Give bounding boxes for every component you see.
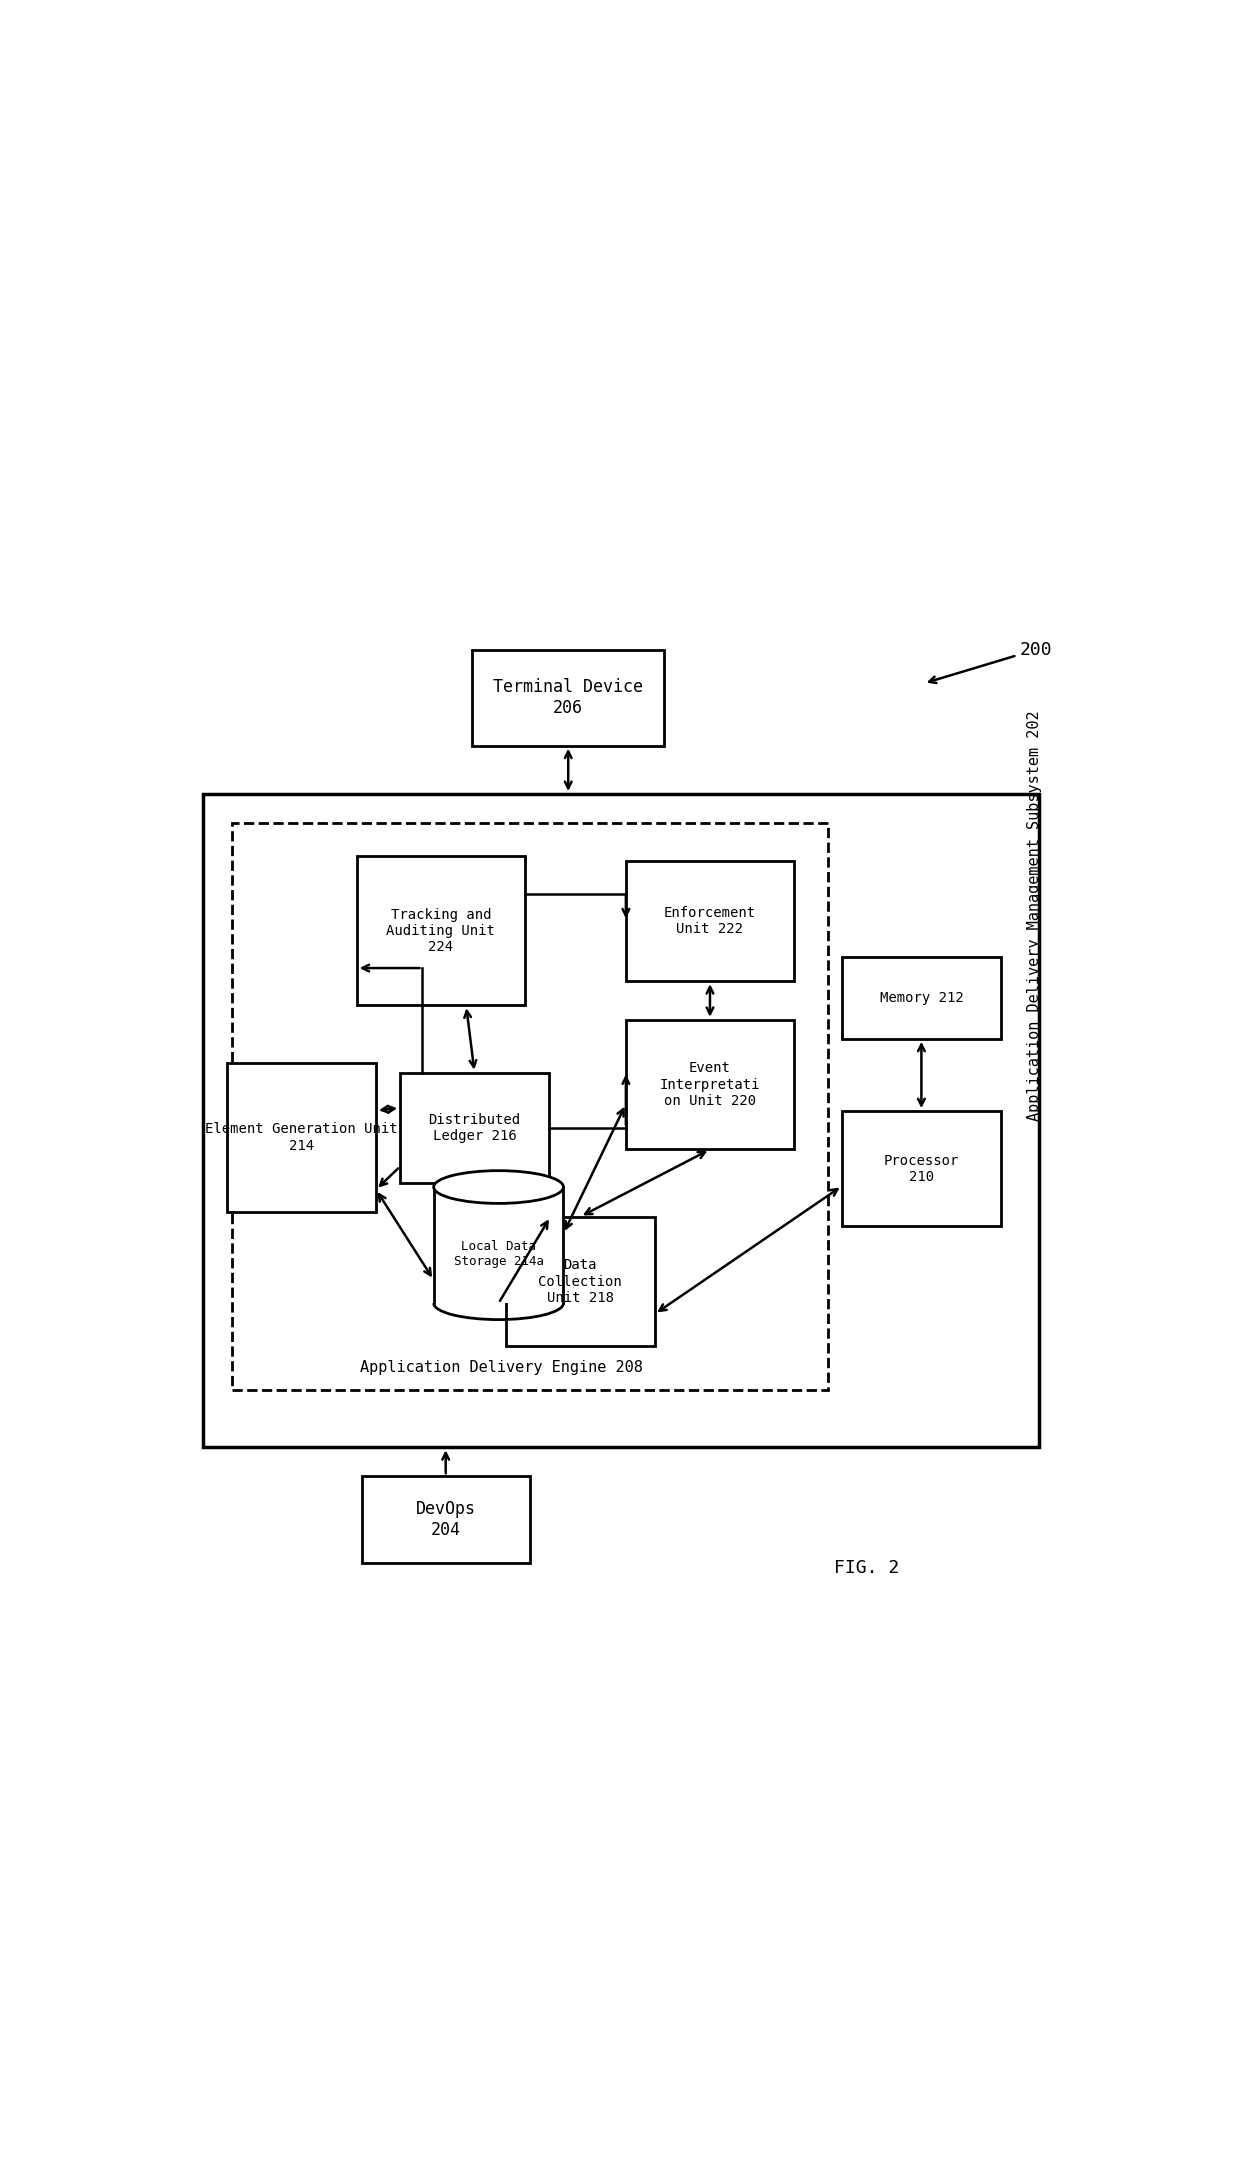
Bar bbox=[362, 1477, 529, 1562]
Bar bbox=[626, 1021, 794, 1149]
Bar bbox=[227, 1062, 376, 1213]
Text: Local Data
Storage 214a: Local Data Storage 214a bbox=[454, 1241, 543, 1269]
Text: Application Delivery Engine 208: Application Delivery Engine 208 bbox=[360, 1361, 642, 1376]
Bar bbox=[842, 1110, 1001, 1226]
Bar bbox=[506, 1217, 655, 1346]
Text: Element Generation Unit
214: Element Generation Unit 214 bbox=[206, 1123, 398, 1152]
Text: Event
Interpretati
on Unit 220: Event Interpretati on Unit 220 bbox=[660, 1062, 760, 1108]
Text: Data
Collection
Unit 218: Data Collection Unit 218 bbox=[538, 1258, 622, 1304]
Bar bbox=[203, 794, 1039, 1448]
Bar bbox=[232, 822, 828, 1389]
Text: Tracking and
Auditing Unit
224: Tracking and Auditing Unit 224 bbox=[387, 907, 495, 953]
Text: DevOps
204: DevOps 204 bbox=[415, 1501, 476, 1540]
Text: Application Delivery Management Subsystem 202: Application Delivery Management Subsyste… bbox=[1027, 711, 1042, 1121]
Bar bbox=[472, 650, 665, 746]
Bar bbox=[357, 857, 525, 1005]
Bar bbox=[626, 861, 794, 981]
Text: Distributed
Ledger 216: Distributed Ledger 216 bbox=[429, 1112, 521, 1143]
Bar bbox=[434, 1186, 563, 1304]
Ellipse shape bbox=[434, 1171, 563, 1204]
Text: Processor
210: Processor 210 bbox=[884, 1154, 959, 1184]
Text: Enforcement
Unit 222: Enforcement Unit 222 bbox=[663, 905, 756, 936]
Bar bbox=[842, 957, 1001, 1038]
Text: 200: 200 bbox=[929, 641, 1053, 683]
Text: FIG. 2: FIG. 2 bbox=[833, 1559, 899, 1577]
Text: Memory 212: Memory 212 bbox=[879, 990, 963, 1005]
Text: Terminal Device
206: Terminal Device 206 bbox=[494, 678, 644, 718]
Bar bbox=[401, 1073, 549, 1182]
